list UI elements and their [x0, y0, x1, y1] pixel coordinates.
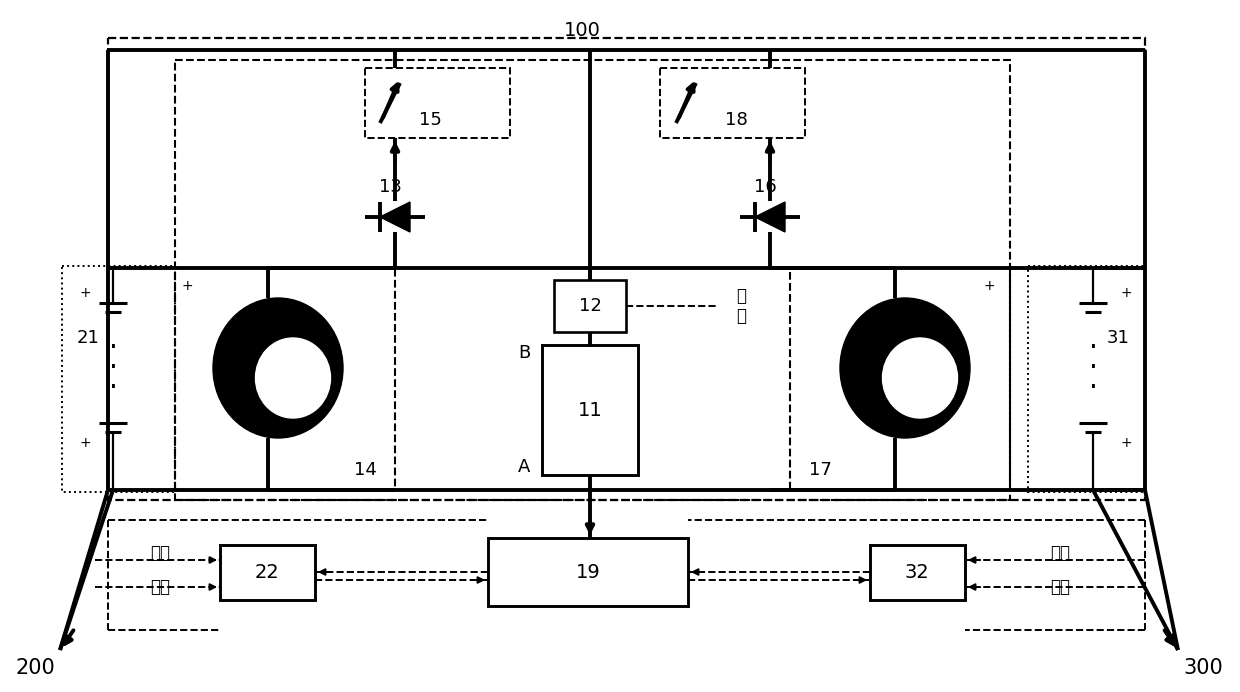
Text: 21: 21: [77, 329, 100, 347]
Text: ·: ·: [1089, 354, 1097, 382]
Text: +: +: [79, 286, 91, 300]
Text: +: +: [1121, 436, 1132, 450]
Bar: [542, 345, 639, 475]
Text: ·: ·: [1089, 374, 1097, 402]
Text: B: B: [518, 344, 529, 362]
Bar: [870, 545, 965, 600]
Text: 300: 300: [1183, 658, 1223, 678]
Polygon shape: [379, 202, 410, 232]
Text: 200: 200: [15, 658, 55, 678]
Text: 13: 13: [378, 178, 402, 196]
Text: A: A: [517, 458, 529, 476]
Text: 电压: 电压: [150, 544, 170, 562]
Bar: [108, 38, 1145, 500]
Text: 31: 31: [1107, 329, 1130, 347]
Bar: [1028, 266, 1145, 492]
Text: 温度: 温度: [150, 578, 170, 596]
Text: 15: 15: [419, 111, 441, 129]
Text: +: +: [79, 436, 91, 450]
Ellipse shape: [883, 338, 957, 418]
Text: ·: ·: [109, 354, 118, 382]
Bar: [365, 68, 510, 138]
Text: ·: ·: [1089, 334, 1097, 362]
Text: +: +: [181, 279, 192, 293]
Text: 100: 100: [563, 21, 600, 39]
Polygon shape: [755, 202, 785, 232]
Bar: [790, 268, 1011, 490]
Text: 22: 22: [254, 563, 279, 581]
Text: 温度: 温度: [1050, 578, 1070, 596]
Bar: [554, 280, 626, 332]
Bar: [660, 68, 805, 138]
Text: 12: 12: [579, 297, 601, 315]
Text: +: +: [1121, 286, 1132, 300]
Text: 11: 11: [578, 401, 603, 419]
Bar: [62, 266, 175, 492]
Bar: [489, 538, 688, 606]
Ellipse shape: [255, 338, 331, 418]
Text: 14: 14: [353, 461, 377, 479]
Text: +: +: [983, 279, 994, 293]
Text: 电压: 电压: [1050, 544, 1070, 562]
Text: ·: ·: [109, 374, 118, 402]
Ellipse shape: [839, 298, 970, 438]
Text: 17: 17: [808, 461, 832, 479]
Text: 18: 18: [724, 111, 748, 129]
Bar: [219, 545, 315, 600]
Bar: [175, 268, 396, 490]
Text: 16: 16: [754, 178, 776, 196]
Text: 32: 32: [905, 563, 929, 581]
Text: ·: ·: [109, 334, 118, 362]
Text: 19: 19: [575, 563, 600, 581]
Text: 电
流: 电 流: [737, 286, 746, 325]
Bar: [175, 60, 1011, 500]
Ellipse shape: [213, 298, 343, 438]
